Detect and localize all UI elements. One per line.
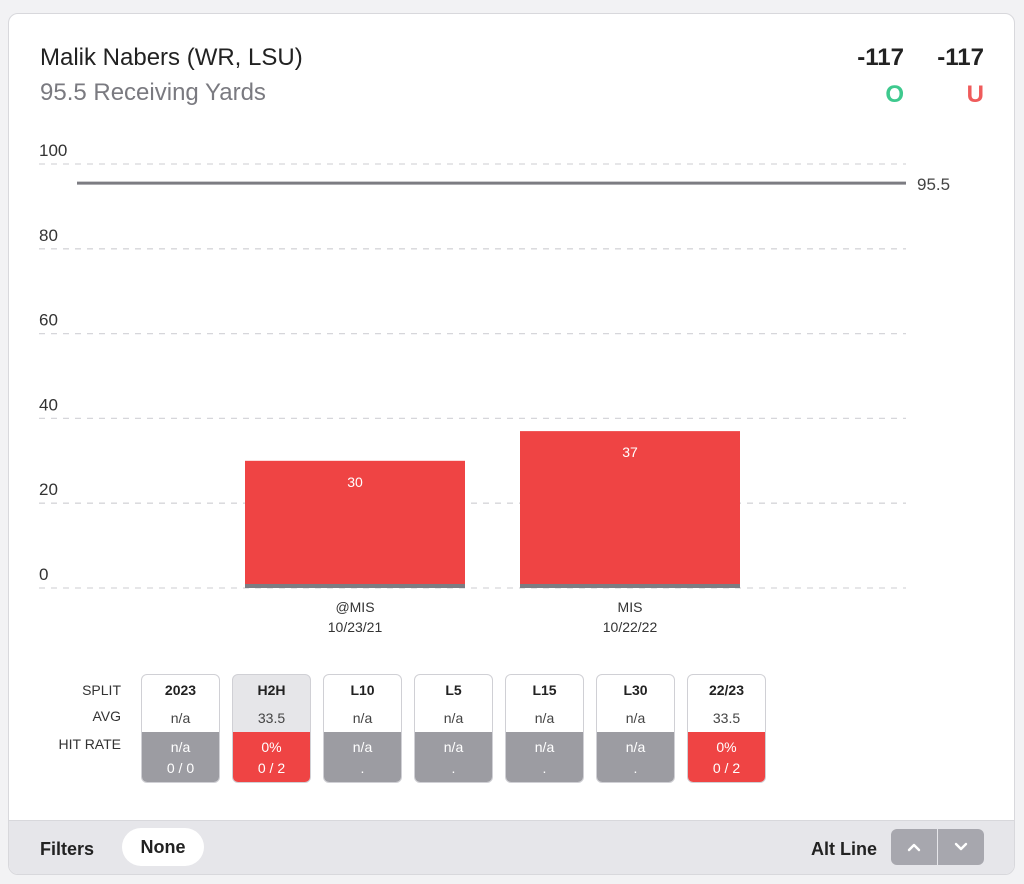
- prop-card: Malik Nabers (WR, LSU) 95.5 Receiving Ya…: [8, 13, 1015, 875]
- filter-select[interactable]: None: [122, 828, 204, 866]
- hit-percent: 0%: [261, 739, 282, 755]
- x-category-label: @MIS: [335, 599, 374, 615]
- bar: [245, 460, 465, 588]
- split-avg: n/a: [170, 710, 191, 726]
- splits-table: SPLIT AVG HIT RATE 2023 n/a n/a 0 / 0 H2H 33.…: [9, 674, 809, 784]
- x-date-label: 10/22/22: [603, 619, 658, 635]
- hit-percent: n/a: [625, 739, 646, 755]
- split-hit-rate: n/a 0 / 0: [142, 732, 219, 782]
- under-odds[interactable]: -117: [937, 44, 984, 71]
- split-label: SPLIT: [82, 682, 121, 698]
- split-avg: 33.5: [257, 710, 286, 726]
- under-label[interactable]: U: [966, 81, 984, 108]
- bar: [520, 431, 740, 588]
- hit-percent: 0%: [716, 739, 737, 755]
- split-avg: n/a: [534, 710, 555, 726]
- split-column-l15[interactable]: L15 n/a n/a.: [505, 674, 584, 783]
- hit-percent: n/a: [534, 739, 555, 755]
- hit-percent: n/a: [170, 739, 191, 755]
- y-tick-label: 0: [39, 565, 48, 584]
- split-column-2023[interactable]: 2023 n/a n/a 0 / 0: [141, 674, 220, 783]
- alt-line-up-button[interactable]: [891, 829, 937, 865]
- split-name: 2023: [164, 682, 197, 698]
- hit-rate-label: HIT RATE: [58, 736, 122, 752]
- game-log-chart: 0 20 40 60 80 100 95.5 30 @MIS 10/23/21 37 MIS 10/22…: [39, 141, 950, 635]
- chevron-down-icon: [954, 842, 968, 851]
- y-tick-label: 60: [39, 311, 58, 330]
- split-column-l5[interactable]: L5 n/a n/a.: [414, 674, 493, 783]
- over-label[interactable]: O: [885, 81, 904, 108]
- hit-fraction: .: [633, 760, 638, 776]
- hit-fraction: .: [360, 760, 365, 776]
- hit-percent: n/a: [352, 739, 373, 755]
- bar-base: [520, 584, 740, 588]
- bar-value-label: 37: [622, 444, 638, 460]
- split-name: L15: [532, 682, 557, 698]
- split-hit-rate: n/a.: [324, 732, 401, 782]
- avg-label: AVG: [92, 708, 121, 724]
- prop-line-value: 95.5: [917, 175, 950, 194]
- hit-fraction: 0 / 0: [166, 760, 195, 776]
- hit-fraction: 0 / 2: [712, 760, 741, 776]
- split-column-h2h[interactable]: H2H 33.5 0% 0 / 2: [232, 674, 311, 783]
- alt-line-label: Alt Line: [811, 839, 877, 859]
- split-column-2223[interactable]: 22/23 33.5 0% 0 / 2: [687, 674, 766, 783]
- split-name: L10: [350, 682, 375, 698]
- split-name: 22/23: [708, 682, 745, 698]
- x-date-label: 10/23/21: [328, 619, 383, 635]
- bar-value-label: 30: [347, 474, 363, 490]
- over-odds[interactable]: -117: [857, 44, 904, 71]
- split-name: L30: [623, 682, 648, 698]
- split-avg: 33.5: [712, 710, 741, 726]
- split-name: L5: [445, 682, 462, 698]
- split-hit-rate: n/a.: [415, 732, 492, 782]
- split-name: H2H: [257, 682, 286, 698]
- split-hit-rate: 0% 0 / 2: [233, 732, 310, 782]
- prop-line: 95.5 Receiving Yards: [40, 79, 266, 106]
- chevron-up-icon: [907, 843, 921, 852]
- filters-label: Filters: [40, 839, 95, 859]
- split-column-l30[interactable]: L30 n/a n/a.: [596, 674, 675, 783]
- y-tick-label: 20: [39, 480, 58, 499]
- bar-base: [245, 584, 465, 588]
- split-avg: n/a: [625, 710, 646, 726]
- hit-fraction: 0 / 2: [257, 760, 286, 776]
- player-name: Malik Nabers (WR, LSU): [40, 44, 303, 71]
- x-category-label: MIS: [618, 599, 643, 615]
- y-tick-label: 100: [39, 141, 67, 160]
- alt-line-down-button[interactable]: [938, 829, 984, 865]
- hit-percent: n/a: [443, 739, 464, 755]
- split-avg: n/a: [352, 710, 373, 726]
- hit-fraction: .: [451, 760, 456, 776]
- y-tick-label: 40: [39, 395, 58, 414]
- hit-fraction: .: [542, 760, 547, 776]
- split-hit-rate: n/a.: [506, 732, 583, 782]
- split-hit-rate: 0% 0 / 2: [688, 732, 765, 782]
- split-hit-rate: n/a.: [597, 732, 674, 782]
- split-column-l10[interactable]: L10 n/a n/a.: [323, 674, 402, 783]
- split-avg: n/a: [443, 710, 464, 726]
- footer-bar: Filters None Alt Line: [9, 820, 1014, 874]
- y-tick-label: 80: [39, 226, 58, 245]
